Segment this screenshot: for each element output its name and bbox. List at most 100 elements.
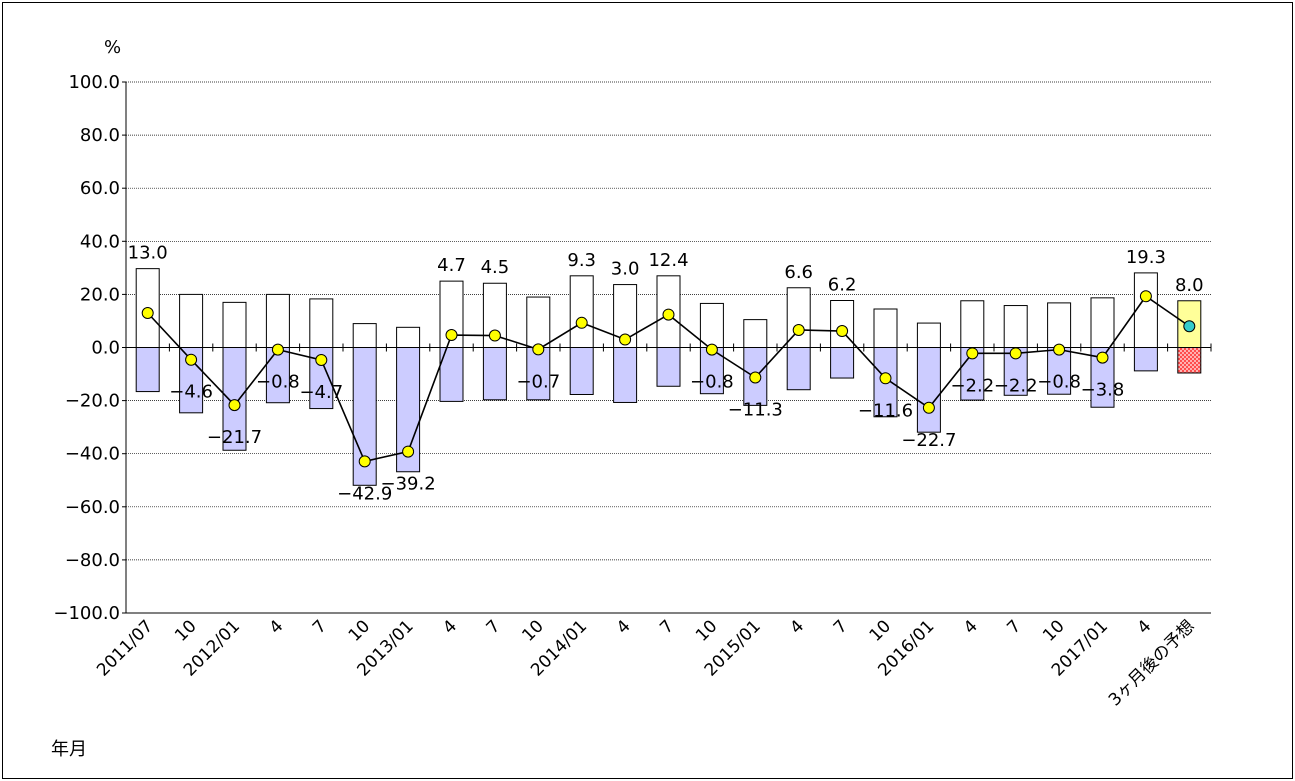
bar-negative — [830, 347, 855, 379]
x-tick-label: 7 — [656, 616, 678, 638]
bar-positive — [699, 302, 724, 348]
di-marker — [1183, 320, 1196, 333]
di-marker — [445, 329, 458, 342]
di-marker — [1096, 351, 1109, 364]
bar-negative — [482, 347, 507, 401]
data-label: −4.7 — [299, 382, 343, 403]
data-label: −2.2 — [994, 375, 1038, 396]
data-label: −2.2 — [950, 375, 994, 396]
data-label: −0.7 — [516, 371, 560, 392]
bar-negative — [613, 347, 638, 403]
y-tick-label: 20.0 — [80, 284, 120, 305]
bar-positive — [222, 301, 247, 348]
bar-positive — [1090, 297, 1115, 348]
y-tick-label: −20.0 — [65, 391, 120, 412]
data-label: −42.9 — [337, 483, 392, 504]
x-tick-label: 4 — [266, 616, 288, 638]
data-label: −4.6 — [169, 382, 213, 403]
di-marker — [488, 329, 501, 342]
x-tick-label: 10 — [1039, 616, 1068, 645]
bar-negative — [569, 347, 594, 395]
bar-positive — [743, 319, 768, 348]
data-label: −0.8 — [256, 372, 300, 393]
x-tick-label: 7 — [830, 616, 852, 638]
bar-positive — [309, 298, 334, 349]
x-tick-label: 4 — [786, 616, 808, 638]
di-marker — [358, 455, 371, 468]
data-label: −0.8 — [690, 372, 734, 393]
bar-positive — [960, 300, 985, 349]
data-label: −21.7 — [207, 427, 262, 448]
di-marker — [141, 306, 154, 319]
data-label: 6.6 — [784, 262, 813, 283]
x-tick-label: 7 — [1003, 616, 1025, 638]
data-label: 8.0 — [1175, 275, 1204, 296]
bar-negative — [135, 347, 160, 393]
y-axis-unit-label: % — [104, 37, 121, 58]
data-label: −3.8 — [1081, 380, 1125, 401]
x-tick-label: 10 — [345, 616, 374, 645]
x-tick-label: 10 — [692, 616, 721, 645]
bar-positive — [526, 296, 551, 348]
x-axis-title: 年月 — [51, 739, 87, 760]
bar-positive — [1047, 302, 1072, 348]
data-label: −0.8 — [1037, 372, 1081, 393]
bar-positive — [1133, 272, 1158, 348]
bar-positive — [1003, 305, 1028, 348]
di-marker — [271, 343, 284, 356]
data-label: −39.2 — [381, 474, 436, 495]
di-marker — [575, 316, 588, 329]
data-label: 4.7 — [437, 255, 466, 276]
bar-negative — [656, 347, 681, 387]
y-tick-label: 40.0 — [80, 231, 120, 252]
x-tick-label: 4 — [613, 616, 635, 638]
di-marker — [836, 325, 849, 338]
y-tick-label: 100.0 — [68, 72, 120, 93]
y-tick-label: −60.0 — [65, 497, 120, 518]
di-marker — [1053, 343, 1066, 356]
bar-positive — [179, 293, 204, 348]
di-marker — [185, 353, 198, 366]
data-label: 9.3 — [567, 250, 596, 271]
x-tick-label: 4 — [439, 616, 461, 638]
data-label: 19.3 — [1126, 247, 1166, 268]
y-tick-label: 0.0 — [91, 338, 120, 359]
bar-negative — [1177, 347, 1202, 374]
bar-negative — [1133, 347, 1158, 372]
data-label: 6.2 — [828, 275, 857, 296]
di-marker — [792, 323, 805, 336]
data-label: −11.3 — [728, 400, 783, 421]
x-tick-label: 7 — [483, 616, 505, 638]
bar-positive — [396, 326, 421, 348]
di-marker — [662, 308, 675, 321]
di-marker — [315, 353, 328, 366]
y-tick-label: 80.0 — [80, 125, 120, 146]
bar-negative — [916, 347, 941, 433]
x-tick-label: 10 — [866, 616, 895, 645]
bar-positive — [873, 308, 898, 349]
di-marker — [966, 347, 979, 360]
di-marker — [749, 371, 762, 384]
bar-positive — [265, 293, 290, 348]
y-tick-label: −80.0 — [65, 550, 120, 571]
y-tick-label: −100.0 — [53, 603, 120, 624]
bar-positive — [569, 275, 594, 348]
x-tick-label: 2011/07 — [93, 616, 157, 680]
x-tick-label: 4 — [1134, 616, 1156, 638]
data-label: −22.7 — [901, 430, 956, 451]
business-survey-chart: % 年月 100.0 80.0 60.0 40.0 20.0 0.0 −20.0 −40.0 −… — [51, 37, 1212, 760]
x-tick-label: 4 — [960, 616, 982, 638]
di-marker — [619, 333, 632, 346]
bar-positive — [916, 322, 941, 349]
x-tick-label: 7 — [309, 616, 331, 638]
data-label: −11.6 — [858, 400, 913, 421]
x-tick-label: 10 — [518, 616, 547, 645]
data-label: 3.0 — [611, 259, 640, 280]
bar-positive — [352, 323, 377, 349]
di-marker — [228, 399, 241, 412]
bar-negative — [786, 347, 811, 391]
di-marker — [922, 401, 935, 414]
data-label: 4.5 — [481, 257, 510, 278]
x-tick-label: 10 — [171, 616, 200, 645]
